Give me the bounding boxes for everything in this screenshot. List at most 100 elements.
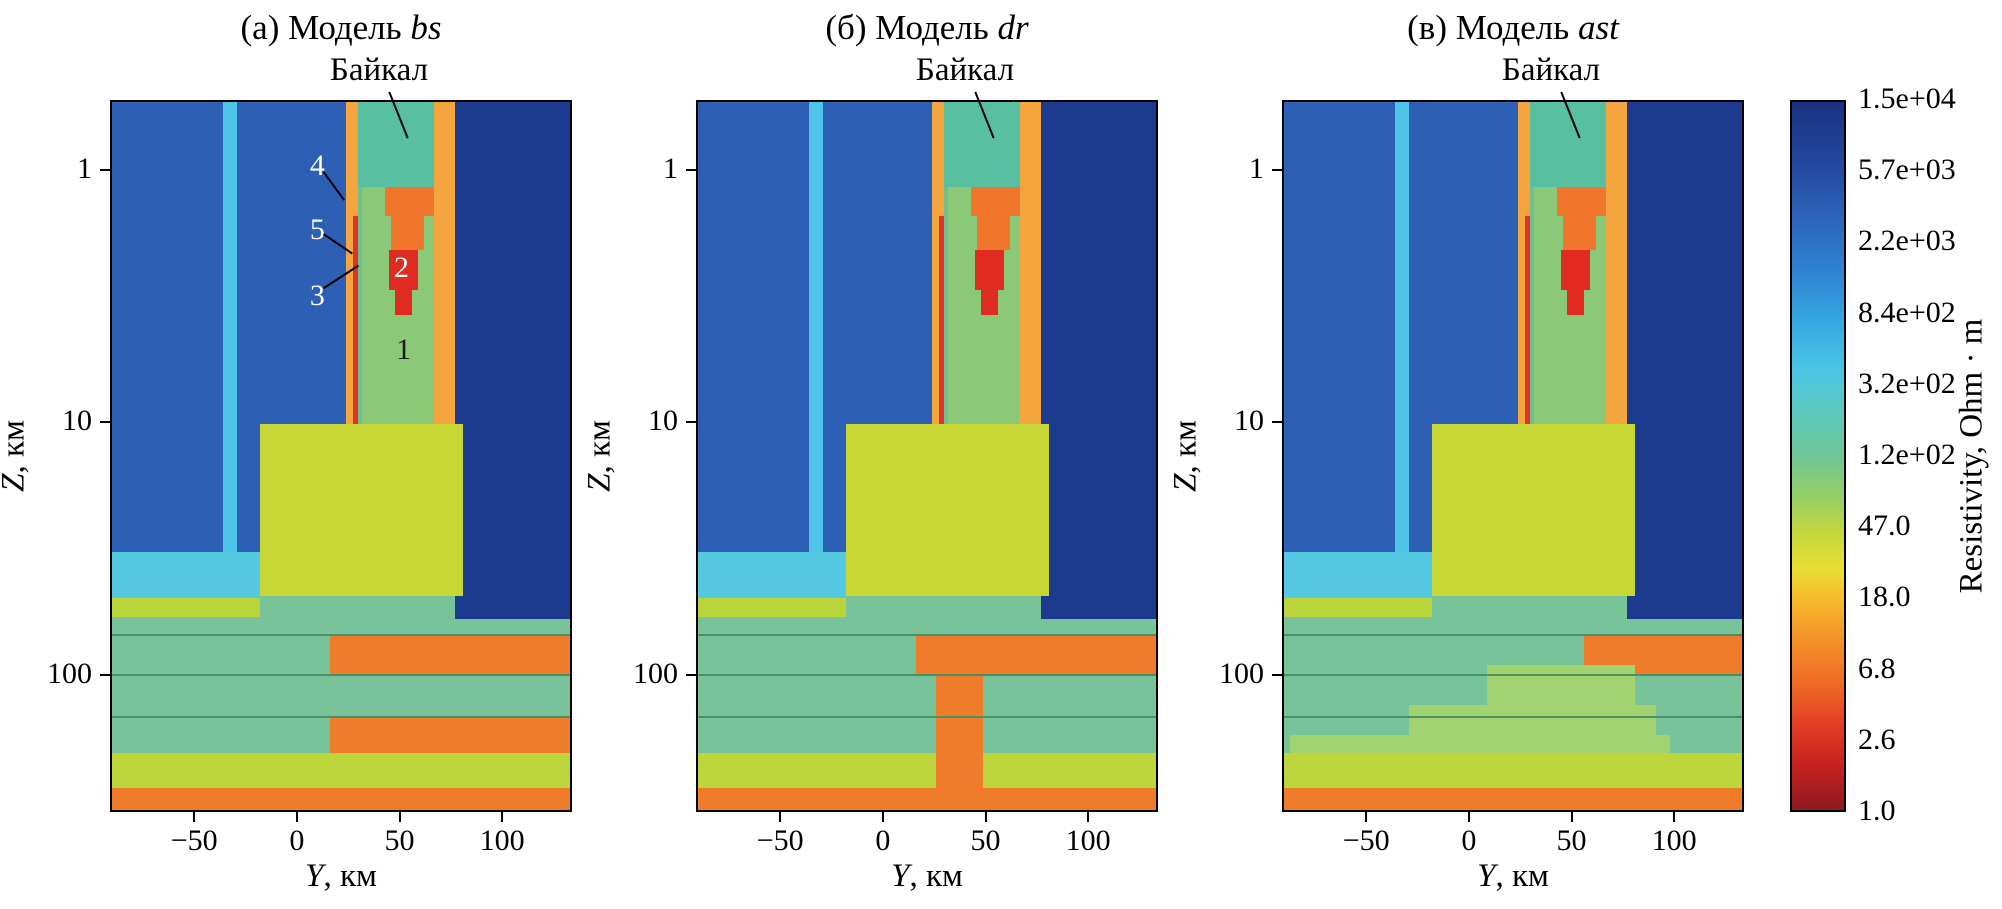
x-axis-units: , км — [909, 858, 963, 894]
baikal-annotation: Байкал — [915, 52, 1015, 88]
model-region — [698, 424, 846, 552]
model-region — [939, 216, 945, 425]
baikal-annotation: Байкал — [1501, 52, 1601, 88]
model-region — [222, 102, 238, 552]
x-tick-mark — [1570, 812, 1573, 822]
model-region — [1020, 102, 1041, 425]
model-region — [112, 752, 570, 789]
model-plot — [1282, 100, 1744, 812]
z-tick-label: 1 — [77, 151, 92, 185]
model-region — [1431, 424, 1636, 597]
panel-title: (б) Модель dr — [696, 8, 1158, 48]
colorbar-tick-label: 1.5e+04 — [1858, 82, 1956, 115]
z-tick-label: 100 — [1219, 656, 1264, 690]
model-region — [1284, 551, 1432, 599]
x-axis-units: , км — [1495, 858, 1549, 894]
model-region — [1626, 102, 1742, 619]
model-region — [112, 788, 570, 810]
z-tick-label: 100 — [633, 656, 678, 690]
model-region — [698, 551, 846, 599]
model-region — [698, 788, 1156, 810]
z-tick-mark — [686, 168, 696, 171]
colorbar-tick-label: 8.4e+02 — [1858, 295, 1956, 329]
baikal-annotation: Байкал — [329, 52, 429, 88]
z-tick-label: 10 — [62, 404, 92, 438]
x-tick-label: −50 — [756, 824, 804, 857]
panel-title-prefix: (а) Модель — [240, 8, 411, 47]
layer-boundary-line — [112, 715, 570, 718]
z-tick-mark — [1272, 168, 1282, 171]
model-region — [1530, 186, 1535, 425]
model-plot — [696, 100, 1158, 812]
z-tick-label: 10 — [1234, 404, 1264, 438]
model-region — [353, 216, 359, 425]
z-tick-mark — [100, 673, 110, 676]
x-tick-mark — [398, 812, 401, 822]
colorbar-tick-label: 47.0 — [1858, 509, 1911, 543]
x-tick-mark — [984, 812, 987, 822]
x-tick-mark — [1673, 812, 1676, 822]
model-region — [1284, 424, 1432, 552]
model-region — [944, 102, 1021, 187]
model-region — [1606, 102, 1627, 425]
model-region — [329, 634, 570, 675]
x-axis-label: Y, км — [1282, 858, 1744, 895]
model-region — [112, 424, 260, 552]
z-axis-units: , км — [581, 420, 618, 474]
colorbar-tick-label: 18.0 — [1858, 580, 1911, 614]
x-tick-mark — [1365, 812, 1368, 822]
model-region — [112, 598, 260, 617]
colorbar-tick-label: 2.6 — [1858, 722, 1896, 756]
model-region — [391, 216, 425, 251]
model-region — [698, 752, 1156, 789]
model-region — [1530, 102, 1607, 187]
layer-boundary-line — [698, 715, 1156, 718]
x-tick-label: 100 — [1651, 824, 1697, 857]
z-tick-mark — [686, 421, 696, 424]
z-tick-label: 100 — [47, 656, 92, 690]
x-tick-label: 50 — [970, 824, 1001, 857]
model-region — [434, 102, 455, 425]
model-region — [358, 186, 363, 425]
x-tick-label: 50 — [384, 824, 415, 857]
x-tick-mark — [1087, 812, 1090, 822]
x-axis-symbol: Y — [891, 858, 910, 894]
model-region — [944, 186, 949, 425]
model-region — [358, 102, 435, 187]
x-tick-label: 100 — [479, 824, 525, 857]
model-region — [977, 216, 1011, 251]
colorbar — [1790, 100, 1846, 812]
z-tick-label: 10 — [648, 404, 678, 438]
z-axis-symbol: Z — [0, 474, 32, 492]
layer-boundary-line — [112, 674, 570, 677]
model-region — [1561, 250, 1590, 291]
model-region — [1284, 788, 1742, 810]
model-region — [971, 186, 1021, 217]
colorbar-tick-label: 3.2e+02 — [1858, 366, 1956, 400]
panel-model-name: bs — [410, 8, 442, 47]
body-label: 5 — [309, 212, 325, 246]
x-tick-label: 100 — [1065, 824, 1111, 857]
model-region — [936, 634, 984, 810]
z-tick-label: 1 — [1249, 151, 1264, 185]
panel-model-name: dr — [997, 8, 1029, 47]
x-tick-label: 0 — [1461, 824, 1477, 857]
z-tick-label: 1 — [663, 151, 678, 185]
x-tick-label: −50 — [170, 824, 218, 857]
layer-boundary-line — [1284, 715, 1742, 718]
z-tick-mark — [100, 421, 110, 424]
z-axis-label: Z, км — [1168, 420, 1205, 492]
layer-boundary-line — [1284, 674, 1742, 677]
model-region — [395, 290, 412, 316]
z-axis-symbol: Z — [1167, 473, 1204, 492]
model-region — [981, 290, 998, 316]
colorbar-tick-label: 2.2e+03 — [1858, 224, 1956, 258]
z-axis-symbol: Z — [581, 473, 618, 492]
z-axis-units: , км — [0, 420, 32, 473]
model-region — [1284, 752, 1742, 789]
z-axis-label: Z, км — [582, 420, 619, 492]
colorbar-tick-label: 1.0 — [1858, 794, 1896, 827]
panel-title-prefix: (в) Модель — [1407, 8, 1578, 47]
layer-boundary-line — [112, 634, 570, 637]
